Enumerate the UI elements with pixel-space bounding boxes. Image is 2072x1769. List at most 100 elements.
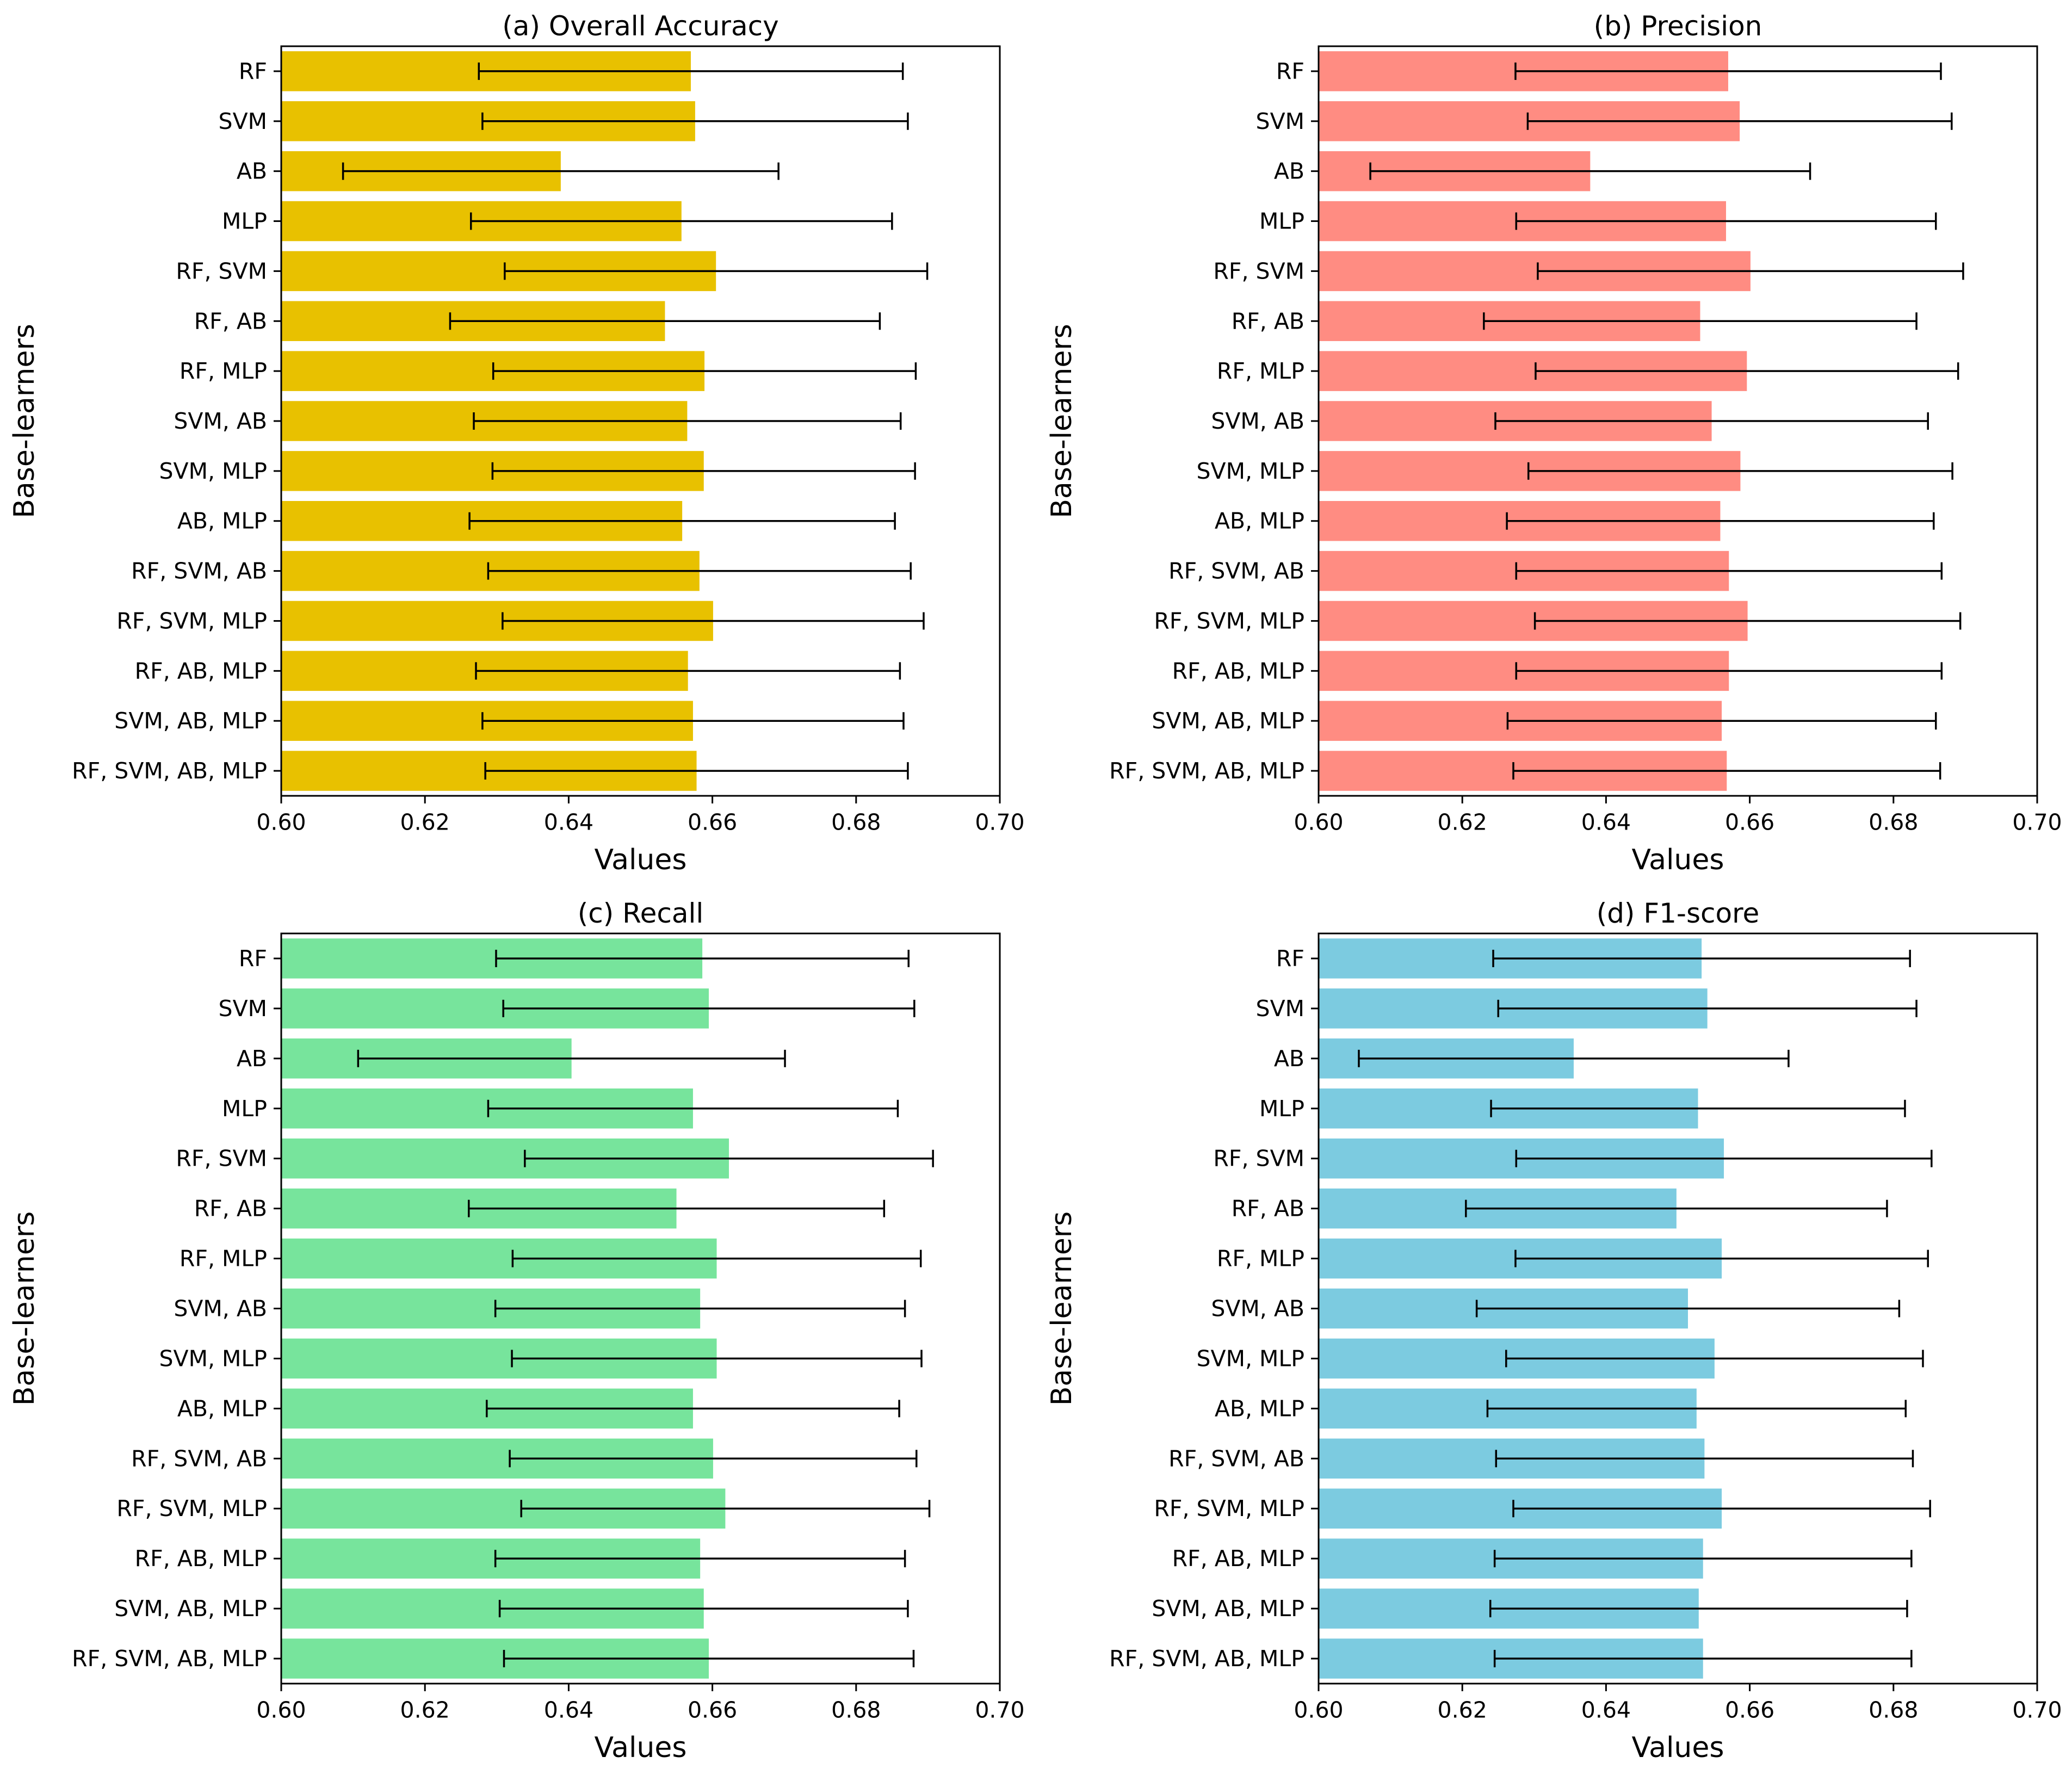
x-axis-label: Values [595, 844, 687, 876]
y-tick-label: SVM [1256, 108, 1304, 134]
y-axis-label: Base-learners [8, 324, 41, 518]
y-tick-label: RF [239, 945, 267, 972]
y-tick-label: RF, SVM, MLP [116, 1495, 267, 1521]
x-tick-label: 0.64 [544, 1697, 593, 1723]
chart-panel-1: RF SVM AB MLP RF, SVM RF, AB RF, MLP SVM, AB SVM… [8, 10, 1025, 876]
error-bar-rf-ab [468, 1199, 886, 1217]
x-tick-label: 0.60 [1294, 809, 1343, 835]
error-bar-svm-ab [473, 412, 902, 430]
y-tick-label: SVM, MLP [1197, 458, 1304, 484]
error-bar-rf [495, 949, 910, 967]
error-bar-ab [342, 162, 780, 180]
y-tick-label: RF, AB [194, 1196, 267, 1222]
y-tick-label: SVM, MLP [1197, 1345, 1304, 1371]
error-bar-rf-ab-mlp [494, 1550, 906, 1568]
x-tick-label: 0.68 [1869, 1697, 1918, 1723]
x-tick-label: 0.60 [1294, 1697, 1343, 1723]
error-bar-svm-mlp [491, 462, 916, 480]
error-bar-rf-mlp [492, 362, 917, 380]
y-tick-label: SVM, AB [1211, 1296, 1304, 1322]
error-bar-ab [1358, 1049, 1790, 1067]
y-tick-label: SVM, AB, MLP [1152, 708, 1304, 734]
error-bar-rf [1514, 62, 1942, 80]
x-tick-label: 0.70 [2012, 809, 2062, 835]
y-tick-label: RF, AB, MLP [135, 658, 267, 684]
y-tick-label: RF, AB, MLP [1172, 658, 1304, 684]
error-bar-mlp [1515, 212, 1937, 230]
x-tick-label: 0.66 [1725, 1697, 1774, 1723]
y-tick-label: RF [1276, 58, 1304, 84]
error-bar-ab-mlp [468, 512, 896, 530]
error-bar-rf-svm-mlp [502, 612, 925, 630]
x-tick-label: 0.68 [831, 1697, 881, 1723]
y-tick-label: RF, SVM, MLP [1154, 608, 1304, 634]
y-tick-label: RF, SVM, AB, MLP [1109, 1646, 1304, 1672]
y-tick-label: AB [1274, 158, 1304, 184]
error-bar-svm-ab-mlp [481, 712, 905, 730]
error-bar-svm-ab-mlp [498, 1600, 909, 1618]
y-tick-label: RF, SVM, AB [131, 1445, 267, 1471]
error-bar-rf-mlp [511, 1250, 922, 1267]
chart-title: (b) Precision [1594, 10, 1762, 42]
error-bar-svm [502, 999, 916, 1017]
error-bar-rf-ab-mlp [1493, 1550, 1913, 1568]
y-tick-label: RF, MLP [180, 1246, 267, 1272]
y-tick-label: AB [1274, 1046, 1304, 1072]
x-tick-label: 0.60 [256, 809, 306, 835]
error-bar-rf-ab [449, 312, 881, 330]
y-tick-label: RF [1276, 945, 1304, 972]
y-tick-label: AB [237, 158, 267, 184]
y-tick-label: RF, MLP [180, 358, 267, 384]
error-bar-rf-svm-mlp [1533, 612, 1962, 630]
error-bar-rf [1492, 949, 1911, 967]
y-tick-label: RF, SVM, AB, MLP [72, 1646, 267, 1672]
error-bar-rf-svm-ab [1515, 562, 1943, 580]
y-tick-label: RF, MLP [1217, 1246, 1304, 1272]
x-axis-label: Values [595, 1731, 687, 1764]
error-bar-rf-svm-ab [509, 1450, 918, 1468]
error-bar-rf-svm [524, 1149, 934, 1167]
error-bar-svm-mlp [1505, 1350, 1924, 1368]
error-bar-svm-mlp [1527, 462, 1953, 480]
x-tick-label: 0.66 [1725, 809, 1774, 835]
y-tick-label: SVM [219, 995, 267, 1022]
y-tick-label: RF, SVM [176, 258, 267, 284]
error-bar-rf-svm-ab-mlp [1512, 762, 1941, 780]
y-tick-label: RF, MLP [1217, 358, 1304, 384]
chart-panel-2: RF SVM AB MLP RF, SVM RF, AB RF, MLP SVM, AB SVM… [1046, 10, 2062, 876]
y-tick-label: RF, SVM [1213, 258, 1304, 284]
chart-panel-3: RF SVM AB MLP RF, SVM RF, AB RF, MLP SVM, AB SVM… [8, 898, 1025, 1764]
x-tick-label: 0.68 [831, 809, 881, 835]
y-tick-label: SVM [1256, 995, 1304, 1022]
y-tick-label: RF [239, 58, 267, 84]
error-bar-rf [478, 62, 904, 80]
error-bar-rf-ab [1465, 1199, 1888, 1217]
error-bar-rf-svm-mlp [1512, 1500, 1931, 1518]
y-tick-label: MLP [1259, 1096, 1304, 1122]
y-tick-label: RF, SVM, AB, MLP [72, 758, 267, 784]
y-tick-label: MLP [222, 1096, 267, 1122]
error-bar-rf-svm-ab-mlp [1493, 1650, 1913, 1668]
error-bar-rf-svm-mlp [520, 1500, 931, 1518]
y-tick-label: RF, AB [1232, 308, 1304, 334]
y-axis-label: Base-learners [1046, 324, 1078, 518]
error-bar-rf-svm [1537, 262, 1964, 280]
x-tick-label: 0.66 [688, 809, 737, 835]
x-tick-label: 0.64 [544, 809, 593, 835]
x-tick-label: 0.62 [400, 1697, 450, 1723]
error-bar-ab-mlp [486, 1400, 900, 1418]
y-tick-label: AB [237, 1046, 267, 1072]
x-tick-label: 0.62 [1438, 809, 1487, 835]
chart-title: (c) Recall [578, 898, 704, 929]
y-tick-label: AB, MLP [177, 1395, 267, 1421]
error-bar-ab-mlp [1506, 512, 1935, 530]
error-bar-rf-svm-ab-mlp [484, 762, 909, 780]
error-bar-svm [481, 112, 909, 130]
error-bar-rf-svm-ab-mlp [503, 1650, 915, 1668]
x-tick-label: 0.70 [2012, 1697, 2062, 1723]
y-tick-label: RF, SVM, AB, MLP [1109, 758, 1304, 784]
error-bar-svm-ab [494, 1300, 906, 1318]
y-tick-label: SVM, MLP [159, 458, 267, 484]
x-tick-label: 0.68 [1869, 809, 1918, 835]
